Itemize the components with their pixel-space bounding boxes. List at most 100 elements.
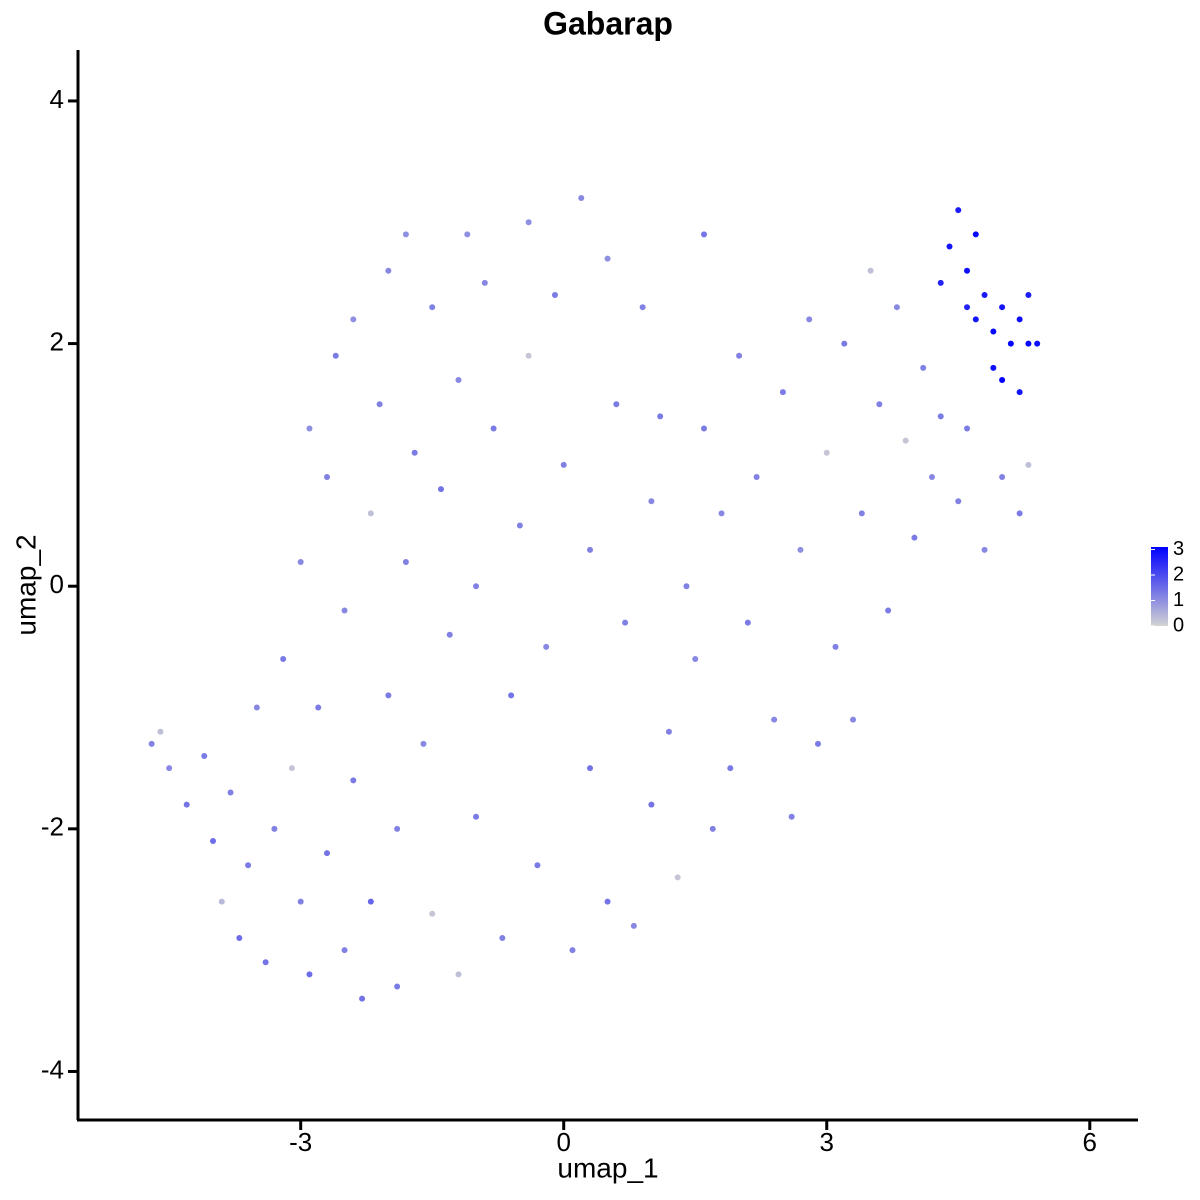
point: [999, 376, 1006, 383]
point: [841, 340, 848, 347]
point: [850, 716, 857, 723]
colorbar-tick-label: 2: [1173, 563, 1184, 585]
point: [350, 777, 357, 784]
y-tick-label: 0: [50, 569, 64, 599]
point: [446, 631, 453, 638]
x-tick-label: 6: [1083, 1127, 1097, 1157]
point: [183, 801, 190, 808]
point: [306, 971, 313, 978]
point: [385, 267, 392, 274]
point: [1016, 510, 1023, 517]
y-tick-label: -2: [41, 812, 64, 842]
point: [972, 316, 979, 323]
point: [639, 304, 646, 311]
colorbar-tick-label: 0: [1173, 614, 1184, 636]
point: [560, 461, 567, 468]
point: [323, 850, 330, 857]
point: [341, 947, 348, 954]
point: [499, 935, 506, 942]
point: [1025, 340, 1032, 347]
point: [569, 947, 576, 954]
point: [367, 898, 374, 905]
point: [534, 862, 541, 869]
point: [1016, 316, 1023, 323]
point: [990, 364, 997, 371]
point: [323, 474, 330, 481]
point: [709, 825, 716, 832]
point: [306, 425, 313, 432]
point: [253, 704, 260, 711]
point: [964, 304, 971, 311]
point: [411, 449, 418, 456]
point: [797, 546, 804, 553]
point: [622, 619, 629, 626]
point: [525, 219, 532, 226]
point: [350, 316, 357, 323]
point: [481, 279, 488, 286]
point: [288, 765, 295, 772]
point: [385, 692, 392, 699]
point: [587, 546, 594, 553]
point: [981, 546, 988, 553]
point: [271, 825, 278, 832]
point: [578, 195, 585, 202]
point: [736, 352, 743, 359]
point: [473, 583, 480, 590]
point: [753, 474, 760, 481]
x-tick-label: -3: [289, 1127, 312, 1157]
point: [858, 510, 865, 517]
point: [359, 995, 366, 1002]
point: [341, 607, 348, 614]
point: [587, 765, 594, 772]
y-tick-label: 2: [50, 326, 64, 356]
point: [744, 619, 751, 626]
y-axis-title: umap_2: [10, 534, 41, 635]
point: [551, 292, 558, 299]
point: [394, 825, 401, 832]
point: [1007, 340, 1014, 347]
point: [648, 801, 655, 808]
x-tick-label: 3: [820, 1127, 834, 1157]
point: [955, 498, 962, 505]
point: [771, 716, 778, 723]
point: [1016, 389, 1023, 396]
point: [201, 753, 208, 760]
point: [867, 267, 874, 274]
point: [508, 692, 515, 699]
point: [920, 364, 927, 371]
point: [823, 449, 830, 456]
point: [885, 607, 892, 614]
point: [455, 376, 462, 383]
point: [332, 352, 339, 359]
point: [525, 352, 532, 359]
point: [297, 898, 304, 905]
point: [429, 304, 436, 311]
point: [893, 304, 900, 311]
point: [490, 425, 497, 432]
point: [166, 765, 173, 772]
point: [516, 522, 523, 529]
point: [779, 389, 786, 396]
point: [999, 304, 1006, 311]
point: [280, 656, 287, 663]
point: [964, 425, 971, 432]
point: [928, 474, 935, 481]
point: [701, 425, 708, 432]
point: [429, 910, 436, 917]
point: [1034, 340, 1041, 347]
colorbar: [1151, 547, 1168, 626]
point: [630, 922, 637, 929]
point: [814, 740, 821, 747]
point: [613, 401, 620, 408]
point: [227, 789, 234, 796]
point: [937, 279, 944, 286]
point: [464, 231, 471, 238]
point: [402, 231, 409, 238]
point: [604, 898, 611, 905]
point: [911, 534, 918, 541]
point: [376, 401, 383, 408]
x-axis-title: umap_1: [557, 1152, 658, 1183]
point: [315, 704, 322, 711]
